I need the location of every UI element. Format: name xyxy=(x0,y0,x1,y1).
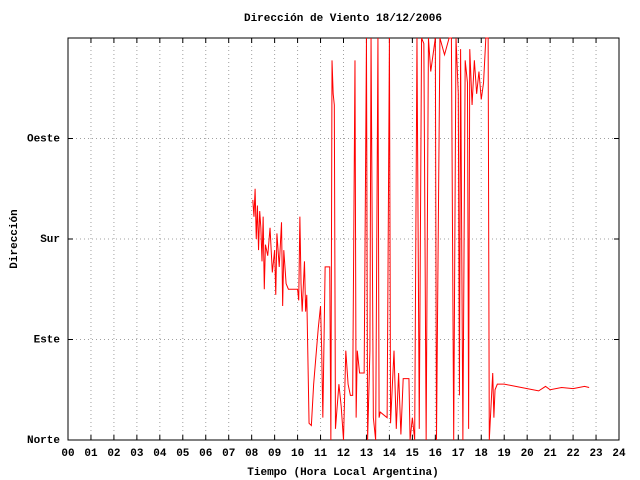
x-tick-label: 19 xyxy=(498,448,511,460)
x-axis-label: Tiempo (Hora Local Argentina) xyxy=(247,467,438,479)
x-tick-label: 01 xyxy=(84,448,98,460)
x-tick-label: 02 xyxy=(107,448,120,460)
y-tick-label: Norte xyxy=(27,435,60,447)
x-tick-label: 05 xyxy=(176,448,190,460)
x-tick-label: 15 xyxy=(406,448,420,460)
x-tick-label: 13 xyxy=(360,448,374,460)
x-tick-label: 06 xyxy=(199,448,212,460)
x-tick-label: 09 xyxy=(268,448,281,460)
x-tick-label: 23 xyxy=(589,448,603,460)
y-tick-label: Oeste xyxy=(27,133,60,145)
x-tick-label: 07 xyxy=(222,448,235,460)
x-tick-label: 20 xyxy=(521,448,534,460)
x-tick-label: 04 xyxy=(153,448,167,460)
x-tick-label: 21 xyxy=(544,448,558,460)
x-tick-label: 18 xyxy=(475,448,489,460)
x-tick-label: 14 xyxy=(383,448,397,460)
data-line xyxy=(252,37,590,441)
x-tick-label: 16 xyxy=(429,448,442,460)
y-tick-label: Este xyxy=(34,334,61,346)
x-tick-label: 17 xyxy=(452,448,465,460)
y-tick-label: Sur xyxy=(40,234,60,246)
x-tick-label: 22 xyxy=(566,448,579,460)
x-tick-label: 08 xyxy=(245,448,259,460)
y-axis-label: Dirección xyxy=(9,209,21,268)
x-tick-label: 11 xyxy=(314,448,328,460)
x-tick-label: 12 xyxy=(337,448,350,460)
chart-title: Dirección de Viento 18/12/2006 xyxy=(244,13,442,25)
x-tick-label: 03 xyxy=(130,448,144,460)
x-tick-label: 24 xyxy=(612,448,626,460)
x-tick-label: 10 xyxy=(291,448,304,460)
x-tick-label: 00 xyxy=(61,448,74,460)
